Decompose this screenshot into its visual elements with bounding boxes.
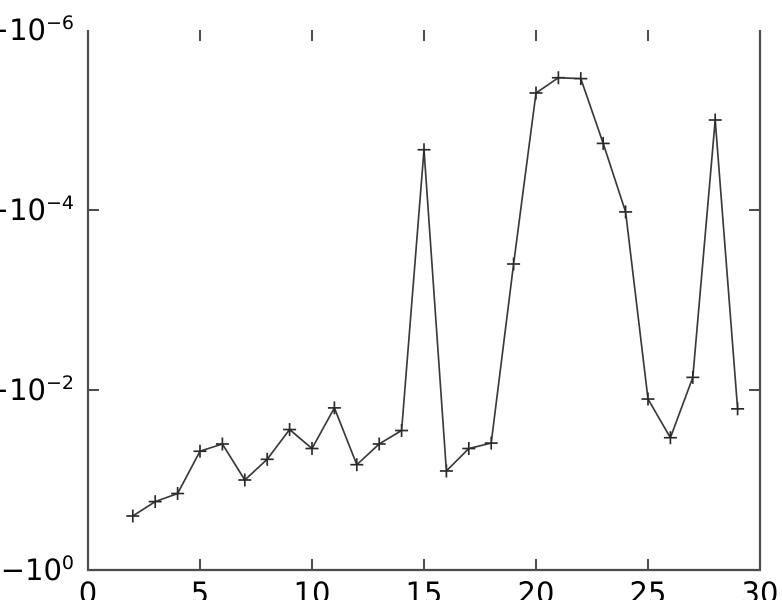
data-point-marker — [551, 71, 565, 85]
data-point-marker — [663, 431, 677, 445]
y-axis-tick-marks — [88, 209, 760, 391]
plot-area-background — [88, 30, 760, 570]
data-point-marker — [574, 72, 588, 86]
data-point-marker — [327, 401, 341, 415]
data-point-marker — [507, 257, 521, 271]
data-point-marker — [596, 136, 610, 150]
data-point-marker — [238, 473, 252, 487]
data-point-marker — [686, 370, 700, 384]
data-point-marker — [484, 436, 498, 450]
y-tick-label: −10−4 — [0, 192, 74, 227]
x-axis-tick-labels: 0 5 10 15 20 25 30 — [79, 576, 779, 600]
data-point-marker — [439, 464, 453, 478]
x-tick-label: 5 — [191, 576, 209, 600]
data-point-marker — [126, 509, 140, 523]
x-tick-label: 30 — [742, 576, 779, 600]
data-point-marker — [372, 437, 386, 451]
data-point-marker — [305, 442, 319, 456]
x-tick-label: 0 — [79, 576, 97, 600]
data-point-marker — [350, 458, 364, 472]
data-point-marker — [260, 452, 274, 466]
data-point-marker — [462, 442, 476, 456]
x-tick-label: 15 — [406, 576, 443, 600]
data-point-marker — [708, 113, 722, 127]
y-tick-label: −10−6 — [0, 12, 74, 47]
data-point-marker — [731, 402, 745, 416]
data-point-marker — [619, 205, 633, 219]
data-point-marker — [395, 424, 409, 438]
data-series-line — [132, 76, 739, 517]
y-tick-label: −10−2 — [0, 372, 74, 407]
data-point-marker — [417, 143, 431, 157]
data-point-marker — [148, 495, 162, 509]
data-point-marker — [283, 423, 297, 437]
x-tick-label: 10 — [294, 576, 331, 600]
data-point-marker — [215, 437, 229, 451]
data-point-marker — [193, 444, 207, 458]
data-point-marker — [171, 487, 185, 501]
y-tick-label: −100 — [1, 552, 74, 587]
data-point-marker — [529, 86, 543, 100]
x-tick-label: 20 — [518, 576, 555, 600]
x-axis-tick-marks — [199, 30, 649, 570]
y-axis-tick-labels: −10−6 −10−4 −10−2 −100 — [0, 12, 74, 587]
data-point-markers — [126, 71, 745, 523]
x-tick-label: 25 — [630, 576, 667, 600]
data-point-marker — [641, 392, 655, 406]
